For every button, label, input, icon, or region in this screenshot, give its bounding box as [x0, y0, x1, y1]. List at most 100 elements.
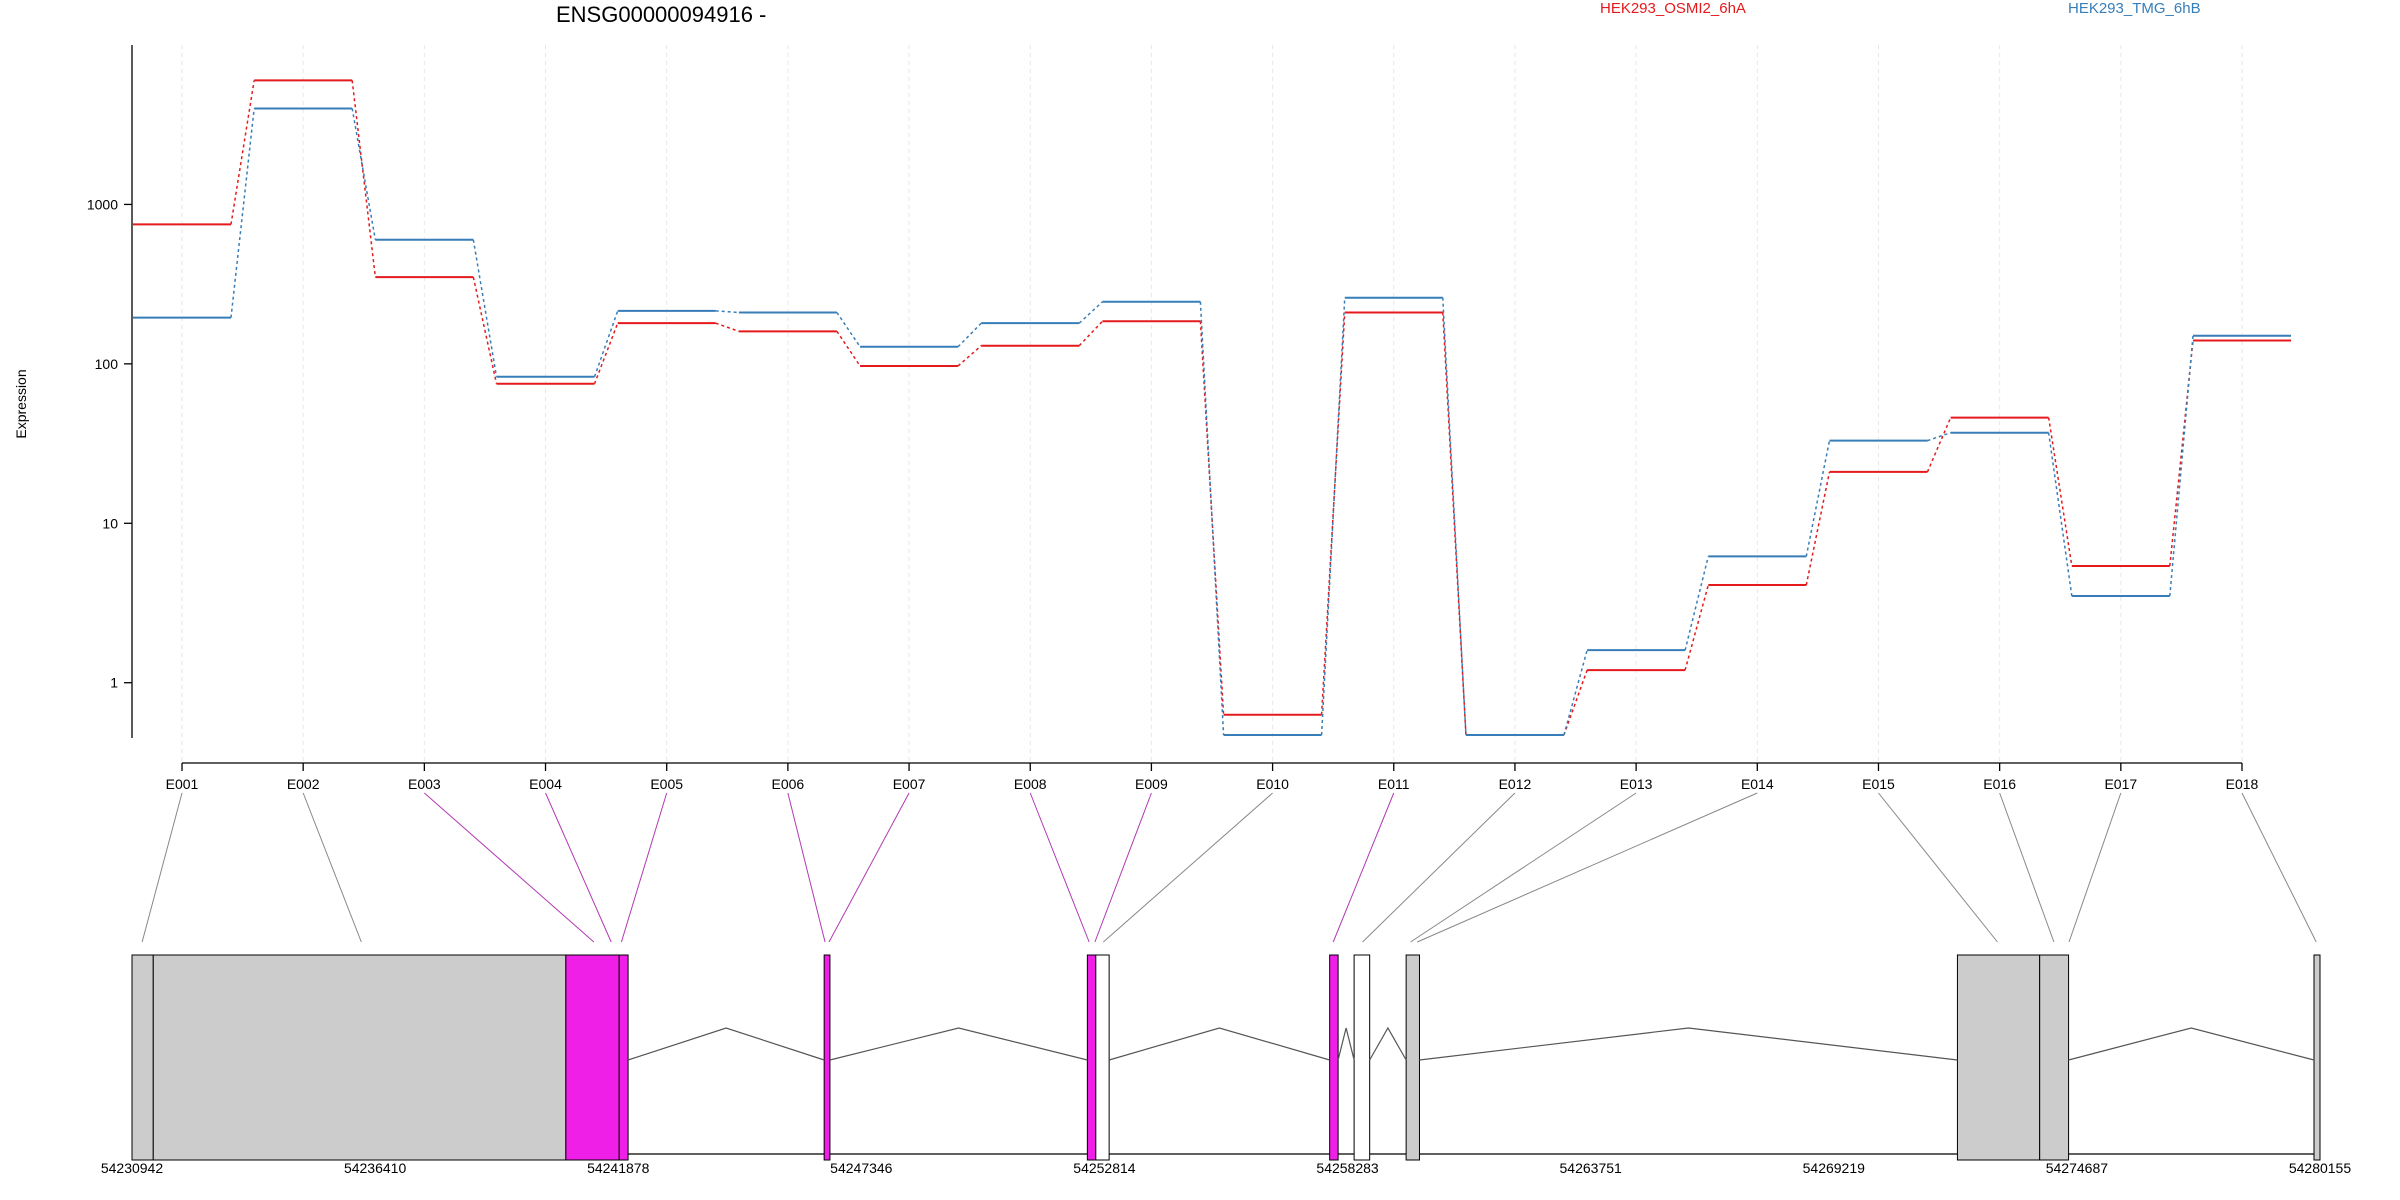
series-connector — [836, 330, 861, 367]
series-lines — [133, 79, 2291, 736]
series-connector — [230, 108, 255, 318]
y-tick-label: 1 — [110, 675, 118, 691]
series-connector — [836, 312, 861, 348]
intron-connector — [1108, 1027, 1330, 1061]
genome-coordinate-label: 54252814 — [1073, 1160, 1136, 1176]
axes: E001 E002 E003 E004 E005 E006 E007 E008 E009 E010… — [87, 45, 2259, 792]
series-connector — [2169, 335, 2194, 597]
intron-connector — [627, 1027, 825, 1061]
exon-link-lines — [141, 792, 2317, 943]
y-tick-label: 100 — [95, 356, 119, 372]
intron-connector — [1369, 1026, 1407, 1061]
legend-entry-series-1: HEK293_OSMI2_6hA — [1600, 0, 1746, 17]
x-tick-label: E016 — [1983, 776, 2016, 792]
series-connector — [1805, 440, 1831, 557]
genome-coordinate-label: 54247346 — [830, 1160, 893, 1176]
legend-entry-series-2: HEK293_TMG_6hB — [2068, 0, 2201, 17]
exon-link-line — [828, 792, 910, 943]
series-connector — [1926, 417, 1952, 473]
series-connector — [1320, 312, 1346, 715]
exon-block — [131, 954, 154, 1161]
x-tick-label: E014 — [1741, 776, 1774, 792]
x-tick-label: E003 — [408, 776, 441, 792]
exon-block — [152, 954, 567, 1161]
genome-coordinate-label: 54230942 — [101, 1160, 164, 1176]
series-connector — [593, 322, 619, 385]
genome-coordinate-label: 54241878 — [587, 1160, 650, 1176]
x-tick-label: E006 — [772, 776, 805, 792]
x-tick-label: E013 — [1620, 776, 1653, 792]
exon-link-line — [1878, 792, 1998, 943]
x-tick-label: E009 — [1135, 776, 1168, 792]
exon-block — [2313, 954, 2321, 1161]
genome-coordinate-label: 54280155 — [2289, 1160, 2352, 1176]
series-connector — [1442, 297, 1467, 736]
series-connector — [1563, 649, 1588, 736]
genome-coordinate-label: 54274687 — [2046, 1160, 2109, 1176]
y-axis-label: Expression — [13, 369, 29, 438]
exon-link-line — [302, 792, 362, 943]
x-tick-label: E018 — [2226, 776, 2259, 792]
genome-coordinate-label: 54269219 — [1803, 1160, 1866, 1176]
exon-link-line — [1410, 792, 1637, 943]
series-connector — [1078, 301, 1103, 324]
highlighted-exon-block — [823, 954, 831, 1161]
genome-coordinate-label: 54263751 — [1560, 1160, 1623, 1176]
series-connector — [1684, 584, 1710, 671]
highlighted-exon-block — [565, 954, 620, 1161]
x-tick-label: E005 — [650, 776, 683, 792]
gene-model: 54230942 54236410 54241878 54247346 54252814… — [101, 954, 2352, 1176]
exon-link-line — [1103, 792, 1273, 943]
genome-coordinate-label: 54236410 — [344, 1160, 407, 1176]
x-tick-label: E017 — [2104, 776, 2137, 792]
x-tick-label: E007 — [893, 776, 926, 792]
exon-link-line — [2068, 792, 2122, 943]
exon-block — [1353, 954, 1371, 1161]
series-connector — [715, 322, 740, 333]
x-tick-label: E004 — [529, 776, 562, 792]
series-connector — [1805, 471, 1831, 586]
exon-link-line — [787, 792, 826, 943]
series-connector — [957, 345, 982, 367]
intron-connector — [1419, 1027, 1958, 1061]
exon-link-line — [1362, 792, 1516, 943]
exon-link-line — [1094, 792, 1152, 943]
x-tick-label: E001 — [166, 776, 199, 792]
series-connector — [230, 80, 255, 225]
x-tick-label: E011 — [1378, 776, 1410, 792]
x-tick-label: E008 — [1014, 776, 1047, 792]
x-tick-label: E010 — [1256, 776, 1289, 792]
exon-block — [2039, 954, 2070, 1161]
highlighted-exon-block — [1329, 954, 1339, 1161]
highlighted-exon-block — [1086, 954, 1097, 1161]
exon-block — [1405, 954, 1420, 1161]
intron-connector — [2068, 1027, 2315, 1061]
y-tick-label: 10 — [102, 515, 118, 531]
exon-link-line — [620, 792, 668, 943]
exon-link-line — [545, 792, 612, 943]
genome-coordinate-label: 54258283 — [1316, 1160, 1379, 1176]
series-connector — [1927, 431, 1951, 442]
x-tick-label: E012 — [1499, 776, 1532, 792]
intron-connector — [829, 1027, 1088, 1061]
series-connector — [1442, 312, 1467, 736]
exon-link-line — [1999, 792, 2055, 943]
exon-block — [1956, 954, 2041, 1161]
exon-link-line — [1332, 792, 1395, 943]
exon-link-line — [1417, 792, 1758, 943]
exon-block — [1095, 954, 1110, 1161]
exon-link-line — [141, 792, 183, 943]
series-connector — [1320, 297, 1346, 736]
intron-connector — [1337, 1027, 1355, 1061]
series-connector — [472, 276, 498, 384]
series-connector — [2047, 417, 2073, 567]
exon-link-line — [1029, 792, 1090, 943]
x-tick-label: E015 — [1862, 776, 1895, 792]
series-connector — [715, 310, 739, 314]
series-connector — [351, 108, 377, 240]
exon-link-line — [424, 792, 595, 943]
chart-title: ENSG00000094916 - — [556, 2, 766, 27]
series-connector — [472, 239, 498, 377]
series-connector — [1684, 556, 1710, 651]
